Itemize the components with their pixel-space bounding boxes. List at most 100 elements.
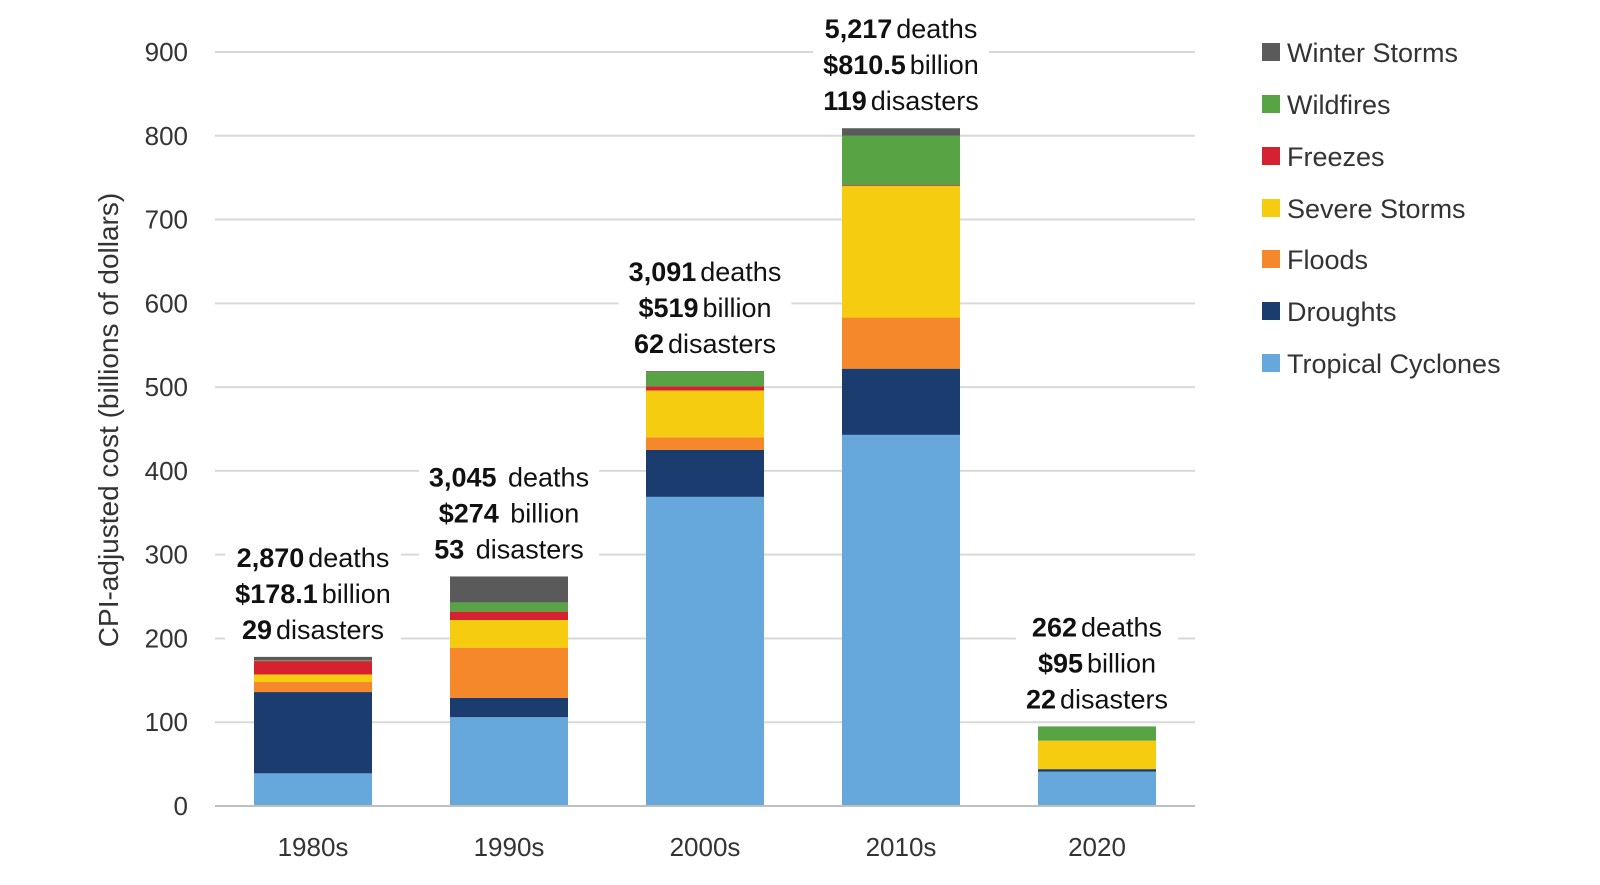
x-tick-label: 1980s: [278, 832, 349, 862]
bar-stack-2020: [1038, 726, 1156, 806]
annotation-unit: deaths: [308, 543, 389, 573]
legend-item: Winter Storms: [1262, 38, 1458, 68]
legend-label: Wildfires: [1287, 90, 1391, 120]
annotation-unit: billion: [910, 50, 979, 80]
bar-stack-2000s: [646, 371, 764, 806]
bar-segment: [646, 437, 764, 450]
bar-segment: [254, 682, 372, 693]
annotation-background: [225, 540, 401, 647]
annotation-value: 3,091: [629, 257, 697, 287]
annotation-line: 2,870 deaths: [237, 543, 390, 573]
legend-label: Winter Storms: [1287, 38, 1458, 68]
bar-segment: [842, 185, 960, 187]
bar-segment: [450, 576, 568, 603]
annotation-unit: billion: [703, 293, 772, 323]
annotation-line: 3,045 deaths: [429, 462, 589, 492]
x-tick-label: 2020: [1068, 832, 1126, 862]
annotation-line: 62 disasters: [634, 329, 776, 359]
annotation-unit: disasters: [871, 86, 979, 116]
y-tick-label: 100: [145, 707, 188, 737]
annotation-unit: deaths: [700, 257, 781, 287]
bar-segment: [254, 660, 372, 662]
x-tick-label: 2000s: [670, 832, 741, 862]
bar-segment: [450, 717, 568, 806]
legend-label: Tropical Cyclones: [1287, 349, 1501, 379]
bar-segment: [254, 692, 372, 774]
bar-segment: [254, 656, 372, 661]
y-tick-label: 900: [145, 37, 188, 67]
annotation-unit: disasters: [1060, 684, 1168, 714]
annotation-2010s: 5,217 deaths $810.5 billion 119 disasters: [813, 12, 989, 119]
bar-segment: [842, 317, 960, 369]
legend-label: Floods: [1287, 245, 1368, 275]
bar-segment: [842, 186, 960, 318]
annotation-line: $519 billion: [638, 293, 771, 323]
annotation-background: [1015, 610, 1179, 717]
bars: [254, 128, 1156, 806]
bar-segment: [450, 611, 568, 621]
annotation-line: 22 disasters: [1026, 684, 1168, 714]
annotation-value: 3,045: [429, 462, 497, 492]
legend-label: Severe Storms: [1287, 194, 1466, 224]
annotation-line: 5,217 deaths: [825, 14, 978, 44]
annotation-line: $178.1 billion: [235, 579, 391, 609]
bar-segment: [646, 371, 764, 373]
annotation-value: $274: [439, 498, 499, 528]
annotation-value: 119: [823, 86, 867, 116]
legend-swatch: [1262, 199, 1280, 217]
bar-segment: [1038, 740, 1156, 770]
legend-label: Droughts: [1287, 297, 1397, 327]
bar-segment: [646, 496, 764, 806]
y-tick-label: 200: [145, 623, 188, 653]
y-tick-label: 600: [145, 288, 188, 318]
annotation-unit: disasters: [468, 534, 584, 564]
bar-segment: [842, 368, 960, 435]
legend-item: Severe Storms: [1262, 194, 1466, 224]
legend-item: Freezes: [1262, 142, 1385, 172]
legend-swatch: [1262, 43, 1280, 61]
annotation-line: 53 disasters: [434, 534, 584, 564]
annotation-1980s: 2,870 deaths $178.1 billion 29 disasters: [225, 540, 401, 647]
annotation-line: $95 billion: [1038, 648, 1156, 678]
annotation-line: $810.5 billion: [823, 50, 979, 80]
annotation-background: [418, 460, 600, 567]
legend-item: Wildfires: [1262, 90, 1391, 120]
legend-swatch: [1262, 354, 1280, 372]
annotation-unit: disasters: [668, 329, 776, 359]
annotation-value: $95: [1038, 648, 1083, 678]
y-axis-ticks: 0 100 200 300 400 500 600 700 800 900: [145, 37, 188, 821]
annotation-value: 5,217: [825, 14, 893, 44]
bar-segment: [1038, 726, 1156, 741]
annotation-unit: billion: [503, 498, 580, 528]
bar-segment: [842, 135, 960, 186]
bar-segment: [450, 620, 568, 648]
annotation-background: [618, 255, 792, 362]
legend-swatch: [1262, 250, 1280, 268]
annotation-1990s: 3,045 deaths $274 billion 53 disasters: [418, 460, 600, 567]
annotation-line: 29 disasters: [242, 615, 384, 645]
bar-stack-2010s: [842, 128, 960, 806]
y-axis-label: CPI-adjusted cost (billions of dollars): [93, 193, 124, 647]
annotation-unit: billion: [322, 579, 391, 609]
y-tick-label: 300: [145, 540, 188, 570]
annotation-line: 119 disasters: [823, 86, 979, 116]
annotation-value: $810.5: [823, 50, 906, 80]
bar-segment: [842, 128, 960, 136]
bar-segment: [450, 602, 568, 612]
bar-segment: [254, 773, 372, 806]
bar-segment: [254, 661, 372, 675]
bar-segment: [646, 386, 764, 391]
annotation-2020: 262 deaths $95 billion 22 disasters: [1015, 610, 1179, 717]
annotation-value: $519: [638, 293, 698, 323]
bar-segment: [646, 390, 764, 438]
annotation-unit: disasters: [276, 615, 384, 645]
bar-segment: [646, 372, 764, 387]
bar-segment: [842, 434, 960, 806]
annotation-value: 29: [242, 615, 272, 645]
annotation-value: 22: [1026, 684, 1056, 714]
annotation-background: [813, 12, 989, 119]
bar-segment: [1038, 769, 1156, 772]
annotation-unit: billion: [1087, 648, 1156, 678]
annotation-line: $274 billion: [439, 498, 580, 528]
